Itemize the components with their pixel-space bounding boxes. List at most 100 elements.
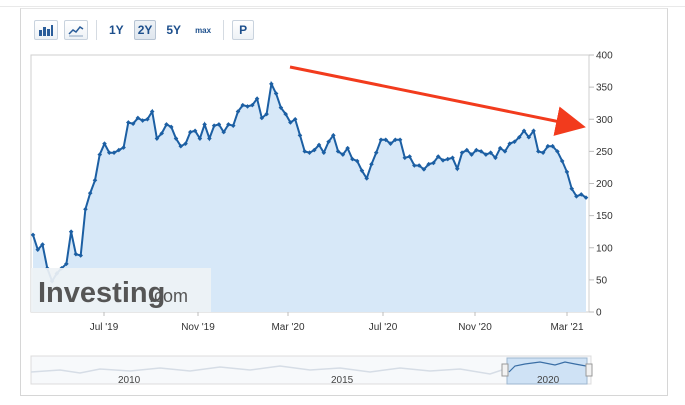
data-point <box>574 194 579 199</box>
data-point <box>397 137 403 143</box>
data-point <box>383 137 389 143</box>
data-point <box>283 111 288 117</box>
data-point <box>388 141 393 146</box>
data-point <box>469 152 474 157</box>
data-point <box>416 163 422 168</box>
data-point <box>459 150 465 155</box>
data-point <box>550 143 555 149</box>
data-point <box>521 128 527 134</box>
data-point <box>106 150 112 155</box>
data-point <box>516 134 522 140</box>
data-point <box>536 149 541 154</box>
data-point <box>493 155 498 161</box>
data-point <box>307 150 312 155</box>
data-point <box>507 141 513 146</box>
line-chart-icon <box>68 25 84 37</box>
data-point <box>226 122 231 127</box>
data-point <box>526 134 532 140</box>
x-tick-label: Mar '20 <box>271 322 304 333</box>
data-point <box>512 139 517 145</box>
data-point <box>164 122 169 127</box>
data-point <box>211 123 217 128</box>
data-point <box>311 147 317 153</box>
data-point <box>197 136 203 141</box>
chart-toolbar: 1Y 2Y 5Y max P <box>34 19 260 41</box>
y-tick-label: 150 <box>596 211 613 222</box>
data-point <box>426 161 431 167</box>
data-point <box>564 169 570 175</box>
data-point <box>393 137 398 143</box>
data-point <box>159 131 165 136</box>
line-chart-button[interactable] <box>64 20 88 40</box>
data-point <box>207 136 212 141</box>
data-point <box>545 143 551 149</box>
data-point <box>474 147 479 153</box>
watermark-brand: Investing <box>38 277 165 309</box>
y-tick-label: 250 <box>596 147 613 158</box>
watermark-background <box>31 268 211 312</box>
data-point <box>578 192 584 197</box>
data-point <box>145 116 150 122</box>
y-tick-label: 100 <box>596 243 613 254</box>
navigator-history-line <box>30 365 509 375</box>
y-tick-label: 400 <box>596 51 613 62</box>
data-point <box>135 115 141 121</box>
navigator-label-2010: 2010 <box>118 375 141 386</box>
data-point <box>249 102 255 108</box>
toolbar-divider <box>223 20 225 40</box>
x-tick-label: Jul '20 <box>369 322 398 333</box>
navigator-selected-line <box>508 361 587 373</box>
data-point <box>221 129 226 135</box>
data-point <box>111 150 117 155</box>
p-button[interactable]: P <box>232 20 255 40</box>
data-point <box>149 109 155 114</box>
data-point <box>35 247 41 252</box>
data-point <box>316 142 322 148</box>
data-point <box>454 166 460 172</box>
navigator-left-handle[interactable] <box>501 363 509 377</box>
data-point <box>331 133 336 138</box>
range-max-button[interactable]: max <box>195 25 212 35</box>
data-point <box>92 177 98 183</box>
data-point <box>235 109 241 114</box>
data-point <box>435 154 441 159</box>
data-point <box>278 105 284 110</box>
data-point <box>407 154 412 159</box>
range-1y-button[interactable]: 1Y <box>109 23 124 37</box>
data-point <box>264 111 269 117</box>
data-point <box>483 152 489 157</box>
data-point <box>97 152 103 157</box>
bar-chart-icon <box>39 25 53 36</box>
data-point <box>335 149 341 154</box>
data-point <box>412 163 417 168</box>
navigator-right-handle[interactable] <box>585 363 593 377</box>
data-point <box>540 150 546 155</box>
bar-chart-button[interactable] <box>34 20 58 40</box>
navigator-selection[interactable] <box>506 357 588 385</box>
data-point <box>464 147 470 153</box>
data-point <box>102 141 107 146</box>
x-tick-label: Mar '21 <box>550 322 583 333</box>
data-point <box>126 120 131 125</box>
range-5y-button[interactable]: 5Y <box>166 23 182 37</box>
data-point <box>340 152 346 157</box>
data-point <box>373 150 379 155</box>
navigator: 2010 2015 2020 <box>30 355 593 386</box>
range-2y-button[interactable]: 2Y <box>133 20 157 40</box>
data-point <box>559 158 565 164</box>
data-point <box>402 155 408 161</box>
data-point <box>321 150 327 155</box>
data-point <box>497 145 503 151</box>
data-point <box>78 253 83 258</box>
data-point <box>502 149 508 154</box>
data-point <box>297 133 303 138</box>
y-tick-label: 200 <box>596 179 613 190</box>
data-point <box>555 149 560 154</box>
data-point <box>183 141 188 146</box>
data-point <box>168 124 174 130</box>
data-point <box>68 229 74 234</box>
data-point <box>369 161 374 167</box>
investing-watermark: Investing .com <box>31 268 211 312</box>
data-point <box>302 149 308 154</box>
data-point <box>140 118 145 123</box>
